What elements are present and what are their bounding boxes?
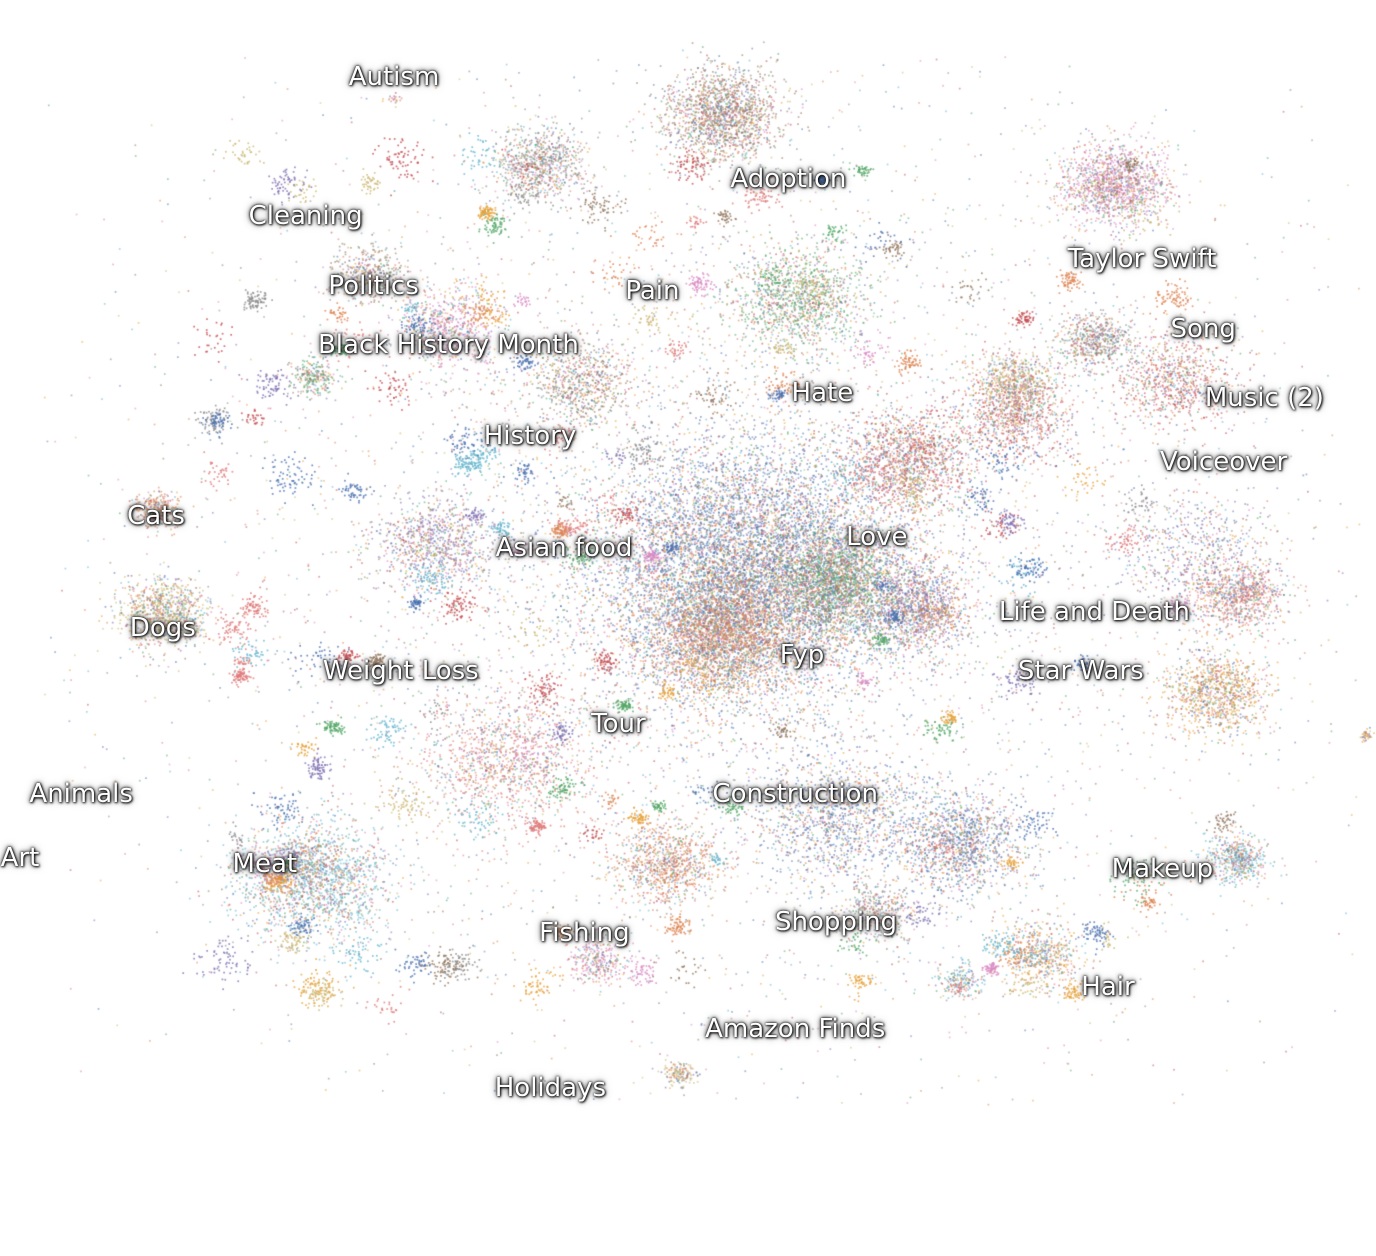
topic-label-voiceover[interactable]: Voiceover: [1160, 447, 1288, 478]
topic-label-adoption[interactable]: Adoption: [730, 163, 847, 194]
topic-label-animals[interactable]: Animals: [29, 779, 133, 809]
topic-label-music-2[interactable]: Music (2): [1204, 383, 1324, 414]
topic-label-cats[interactable]: Cats: [127, 500, 185, 531]
topic-label-cleaning[interactable]: Cleaning: [248, 201, 363, 232]
topic-label-fishing[interactable]: Fishing: [539, 918, 630, 949]
topic-label-fyp[interactable]: Fyp: [779, 639, 825, 670]
topic-label-meat[interactable]: Meat: [232, 848, 298, 879]
topic-label-history[interactable]: History: [483, 420, 577, 451]
topic-label-pain[interactable]: Pain: [625, 276, 680, 307]
topic-label-hair[interactable]: Hair: [1081, 971, 1135, 1002]
topic-label-tour[interactable]: Tour: [591, 709, 646, 740]
topic-label-autism[interactable]: Autism: [348, 62, 440, 93]
topic-label-taylor-swift[interactable]: Taylor Swift: [1067, 244, 1217, 274]
topic-label-makeup[interactable]: Makeup: [1111, 853, 1214, 884]
topic-label-holidays[interactable]: Holidays: [494, 1073, 607, 1104]
topic-label-hate[interactable]: Hate: [791, 377, 854, 408]
topic-label-politics[interactable]: Politics: [328, 270, 419, 301]
topic-label-life-and-death[interactable]: Life and Death: [998, 597, 1190, 628]
topic-label-weight-loss[interactable]: Weight Loss: [322, 655, 479, 686]
topic-label-song[interactable]: Song: [1170, 313, 1236, 344]
topic-label-black-history-month[interactable]: Black History Month: [317, 329, 579, 360]
topic-label-love[interactable]: Love: [846, 522, 908, 553]
topic-label-construction[interactable]: Construction: [712, 779, 878, 809]
topic-label-shopping[interactable]: Shopping: [774, 907, 898, 938]
topic-label-star-wars[interactable]: Star Wars: [1017, 655, 1144, 686]
topic-label-amazon-finds[interactable]: Amazon Finds: [705, 1014, 886, 1045]
topic-label-asian-food[interactable]: Asian food: [495, 532, 633, 563]
topic-label-dogs[interactable]: Dogs: [129, 613, 196, 644]
topic-label-art[interactable]: Art: [0, 843, 40, 874]
